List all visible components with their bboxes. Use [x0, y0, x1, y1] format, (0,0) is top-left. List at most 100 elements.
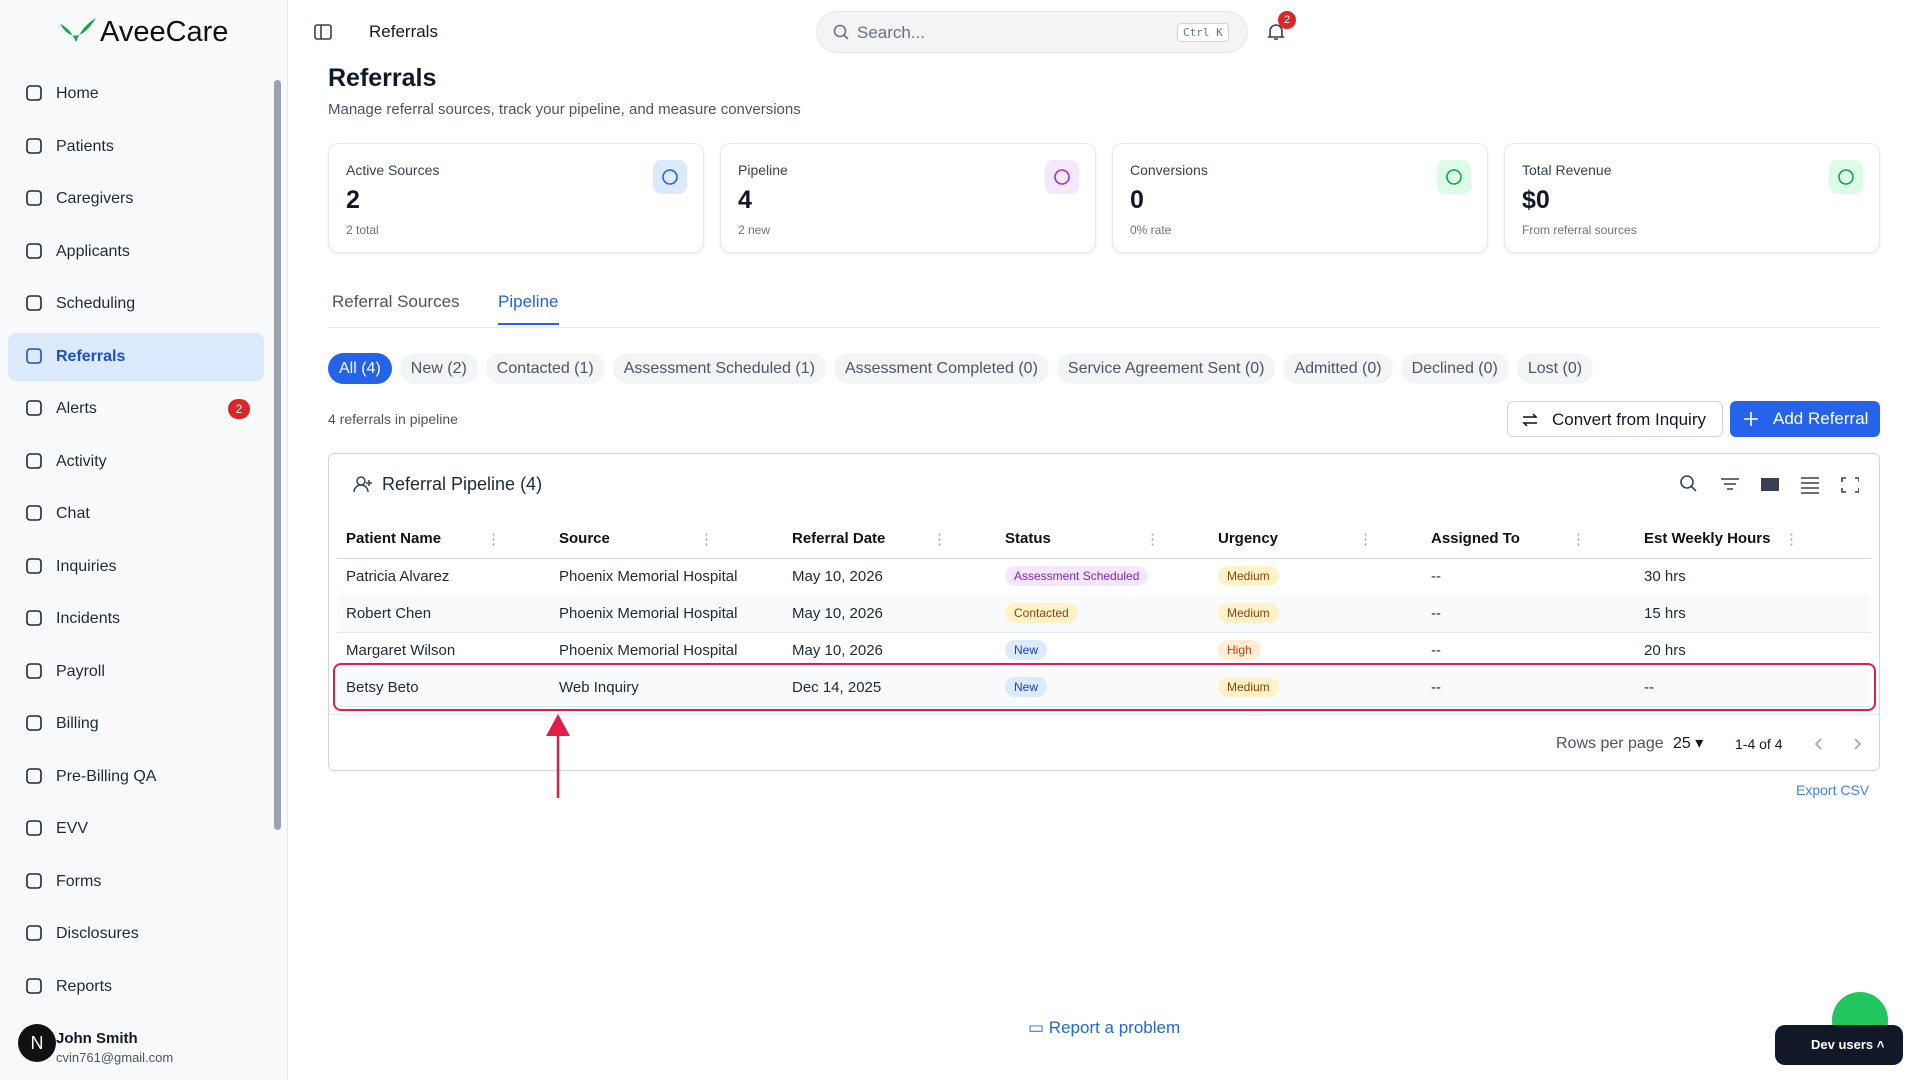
nav-label: Activity — [56, 452, 107, 470]
filter-chip[interactable]: Assessment Scheduled (1) — [612, 353, 826, 384]
nav-item[interactable]: Alerts 2 — [8, 385, 264, 433]
column-header[interactable]: Est Weekly Hours — [1644, 530, 1771, 547]
nav-item[interactable]: Pre-Billing QA — [8, 753, 264, 801]
filter-chip[interactable]: Admitted (0) — [1283, 353, 1393, 384]
nav-label: Reports — [56, 977, 113, 995]
nav-label: EVV — [56, 820, 89, 837]
nav-item[interactable]: Chat — [8, 490, 264, 538]
column-header[interactable]: Urgency — [1218, 530, 1279, 547]
filter-chip[interactable]: Contacted (1) — [485, 353, 605, 384]
nav-item[interactable]: Incidents — [8, 595, 264, 643]
cell: -- — [1431, 605, 1441, 622]
export-csv[interactable]: Export CSV — [1796, 782, 1870, 798]
nav-item[interactable]: Scheduling — [8, 280, 264, 328]
report-problem[interactable]: ▭ Report a problem — [1028, 1018, 1181, 1037]
cell: New — [1005, 640, 1048, 660]
filter-chip[interactable]: Service Agreement Sent (0) — [1056, 353, 1276, 384]
bell[interactable] — [1266, 22, 1286, 42]
nav-label: Forms — [56, 872, 102, 890]
nav-item[interactable]: Caregivers — [8, 175, 264, 223]
nav-item[interactable]: Billing — [8, 700, 264, 748]
cell: May 10, 2026 — [792, 568, 883, 585]
convert-button[interactable]: Convert from Inquiry — [1507, 401, 1723, 437]
filter-chip[interactable]: Assessment Completed (0) — [833, 353, 1049, 384]
nav-item[interactable]: Payroll — [8, 648, 264, 696]
scrollbar — [274, 80, 281, 830]
cell: -- — [1431, 568, 1441, 585]
badge: High — [1218, 640, 1261, 660]
cell: Phoenix Memorial Hospital — [559, 605, 738, 622]
report-label: Report a problem — [1048, 1018, 1181, 1037]
filters: All (4) New (2) Contacted (1) Assessment Sc… — [328, 353, 1601, 384]
stat-value: 0 — [1130, 186, 1144, 214]
stat-value: 4 — [738, 186, 752, 214]
nav-item[interactable]: EVV — [8, 805, 264, 853]
sidebar-toggle[interactable] — [314, 24, 332, 40]
nav-item[interactable]: Disclosures — [8, 910, 264, 958]
stat-label: Conversions — [1130, 162, 1208, 178]
cell: May 10, 2026 — [792, 605, 883, 622]
cell: Robert Chen — [346, 605, 432, 622]
nav-item[interactable]: Inquiries — [8, 543, 264, 591]
search[interactable]: Search... Ctrl K — [816, 11, 1248, 53]
row-divider — [337, 632, 1871, 633]
filter-chip[interactable]: New (2) — [399, 353, 478, 384]
filter-chip[interactable]: All (4) — [328, 353, 392, 384]
row-divider — [337, 706, 1871, 707]
breadcrumb: Referrals — [369, 22, 438, 41]
cell: Patricia Alvarez — [346, 568, 450, 585]
column-menu[interactable]: ⋮ — [932, 531, 947, 548]
page-title: Referrals — [328, 64, 437, 92]
column-menu[interactable]: ⋮ — [699, 531, 714, 548]
search-placeholder: Search... — [857, 23, 926, 42]
table-card: Referral Pipeline (4) Patient Name ⋮ Sourc… — [328, 453, 1880, 771]
nav-item[interactable]: Home — [8, 70, 264, 118]
stat-note: From referral sources — [1522, 223, 1637, 237]
column-menu[interactable]: ⋮ — [1784, 531, 1799, 548]
column-menu[interactable]: ⋮ — [1145, 531, 1160, 548]
column-header[interactable]: Referral Date — [792, 530, 886, 547]
cell: Betsy Beto — [346, 679, 419, 696]
stat-icon — [1829, 160, 1863, 194]
nav-item[interactable]: Referrals — [8, 332, 264, 381]
nav-label: Incidents — [56, 610, 121, 627]
stat-value: 2 — [346, 186, 360, 214]
cell: Medium — [1218, 566, 1279, 586]
filter-chip[interactable]: Lost (0) — [1516, 353, 1594, 384]
nav-item[interactable]: Activity — [8, 438, 264, 486]
nav-label: Disclosures — [56, 925, 139, 942]
tab[interactable]: Referral Sources — [332, 292, 460, 311]
badge: Medium — [1218, 566, 1279, 586]
nav-label: Pre-Billing QA — [56, 767, 157, 785]
filter-chip[interactable]: Declined (0) — [1400, 353, 1509, 384]
column-header[interactable]: Patient Name — [346, 530, 442, 547]
column-menu[interactable]: ⋮ — [1571, 531, 1586, 548]
rows-per-page[interactable]: 25 ▾ — [1673, 735, 1704, 752]
add-button[interactable]: Add Referral — [1730, 401, 1880, 437]
cell: 15 hrs — [1644, 605, 1686, 622]
notification-badge: 2 — [1278, 11, 1296, 29]
nav-item[interactable]: Forms — [8, 858, 264, 906]
nav-item[interactable]: Applicants — [8, 228, 264, 276]
nav-item[interactable]: Patients — [8, 123, 264, 171]
row-stripe — [337, 595, 1871, 632]
table-tools[interactable] — [1679, 474, 1859, 494]
cell: Dec 14, 2025 — [792, 679, 882, 696]
column-header[interactable]: Assigned To — [1431, 530, 1520, 547]
stat-card: Conversions 0 0% rate — [1112, 143, 1488, 253]
column-menu[interactable]: ⋮ — [1358, 531, 1373, 548]
nav-label: Applicants — [56, 242, 130, 260]
cell: Phoenix Memorial Hospital — [559, 568, 738, 585]
stat-icon — [653, 160, 687, 194]
pager[interactable] — [1815, 737, 1865, 751]
tab[interactable]: Pipeline — [498, 292, 559, 325]
column-header[interactable]: Source — [559, 530, 610, 547]
badge: Medium — [1218, 603, 1279, 623]
user-name: John Smith — [56, 1030, 138, 1047]
column-menu[interactable]: ⋮ — [486, 531, 501, 548]
cell: Margaret Wilson — [346, 642, 456, 659]
dev-users[interactable]: Dev users ˄ — [1775, 1025, 1903, 1065]
nav-item[interactable]: Reports — [8, 963, 264, 1011]
logo-icon — [60, 18, 96, 42]
column-header[interactable]: Status — [1005, 530, 1051, 547]
